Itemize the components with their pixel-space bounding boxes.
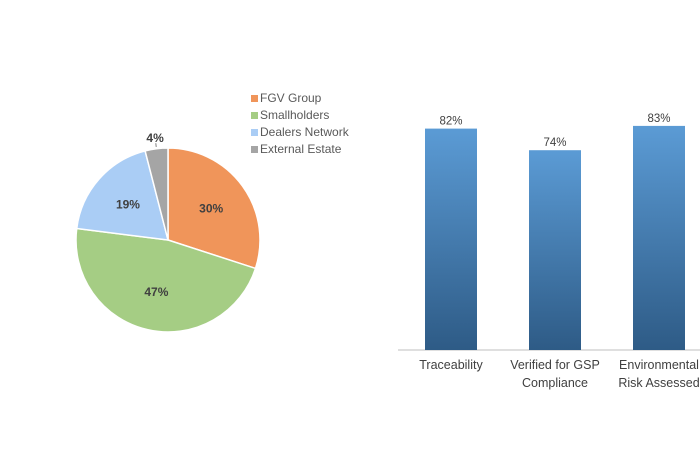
pie-slice-external-estate [144, 147, 169, 241]
bar-environmental-risk-assessed [633, 125, 685, 351]
bar-traceability [425, 128, 477, 350]
legend-swatch [251, 112, 258, 119]
pie-chart: 30% 47% 19% 4% [75, 131, 261, 333]
bar-chart: 82% Traceability 74% Verified for GSP Compli… [398, 113, 700, 390]
x-tick-label: Verified for GSP Compliance [510, 358, 600, 390]
bar-value-label: 83% [647, 113, 670, 125]
legend-entry: Smallholders [260, 108, 329, 122]
pie-slice-label: 30% [199, 202, 223, 216]
pie-slice-label: 19% [116, 198, 140, 212]
x-tick-label: Traceability [419, 358, 483, 372]
bar-value-label: 82% [439, 116, 462, 128]
legend-swatch [251, 95, 258, 102]
pie-slice-fgv-group [167, 147, 261, 270]
pie-legend: FGV Group Smallholders Dealers Network Exte… [251, 91, 350, 156]
pie-slice-smallholders [75, 227, 257, 333]
legend-swatch [251, 129, 258, 136]
legend-entry: External Estate [260, 142, 342, 156]
legend-swatch [251, 146, 258, 153]
pie-slice-label: 4% [146, 131, 164, 145]
pie-slice-label: 47% [144, 285, 168, 299]
legend-entry: FGV Group [260, 91, 322, 105]
bar-value-label: 74% [543, 137, 566, 149]
x-tick-label: Environmental Risk Assessed [618, 358, 699, 390]
bar-verified-for-gsp-compliance [529, 150, 581, 350]
legend-entry: Dealers Network [260, 125, 350, 139]
pie-slice-dealers-network [75, 149, 170, 241]
